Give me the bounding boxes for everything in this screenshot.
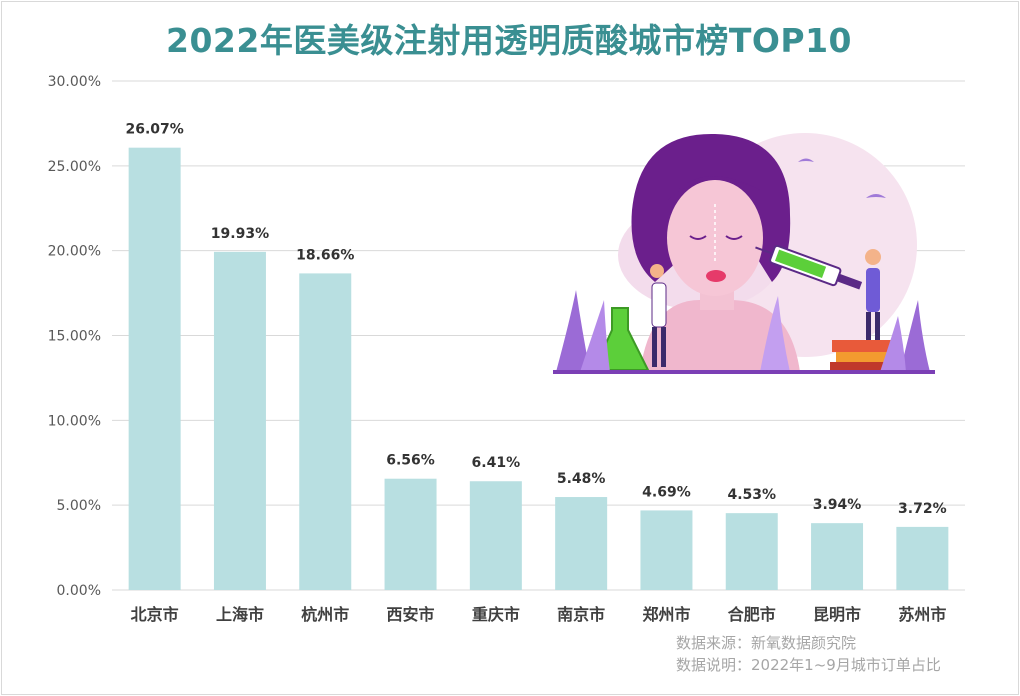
chart-title: 2022年医美级注射用透明质酸城市榜TOP10 [165, 21, 853, 60]
value-label: 19.93% [211, 226, 269, 242]
value-label: 26.07% [125, 122, 183, 138]
category-label: 合肥市 [728, 605, 776, 624]
bar [128, 147, 181, 590]
source-note: 数据来源：新氧数据颜究院 数据说明：2022年1~9月城市订单占比 [676, 632, 941, 676]
source-line: 数据来源：新氧数据颜究院 [676, 634, 857, 652]
bar [725, 513, 778, 590]
value-labels: 26.07% 19.93% 18.66% 6.56% 6.41% 5.48% 4.69% 4.… [125, 122, 946, 517]
category-labels: 北京市 上海市 杭州市 西安市 重庆市 南京市 郑州市 合肥市 昆明市 苏州市 [131, 605, 947, 624]
y-tick-label: 10.00% [48, 413, 101, 429]
value-label: 4.69% [642, 484, 691, 500]
value-label: 5.48% [557, 471, 606, 487]
category-label: 北京市 [131, 605, 179, 624]
y-tick-label: 20.00% [48, 244, 101, 260]
category-label: 上海市 [216, 605, 264, 624]
category-label: 郑州市 [642, 605, 690, 624]
value-label: 6.56% [386, 453, 435, 469]
category-label: 苏州市 [898, 605, 946, 624]
value-label: 3.94% [813, 497, 862, 513]
data-description-line: 数据说明：2022年1~9月城市订单占比 [676, 656, 941, 674]
value-label: 18.66% [296, 247, 354, 263]
y-tick-label: 0.00% [57, 583, 101, 599]
bars [128, 147, 949, 590]
bar [896, 526, 949, 590]
bar [640, 510, 693, 590]
category-label: 西安市 [387, 605, 435, 624]
value-label: 3.72% [898, 501, 947, 517]
woman-face-syringe-illustration [553, 133, 935, 374]
y-tick-label: 25.00% [48, 159, 101, 175]
bar [299, 273, 352, 590]
y-tick-label: 30.00% [48, 74, 101, 90]
y-tick-label: 5.00% [57, 498, 101, 514]
bar [213, 251, 266, 590]
category-label: 杭州市 [301, 605, 349, 624]
bar [469, 481, 522, 590]
y-tick-labels: 0.00% 5.00% 10.00% 15.00% 20.00% 25.00% 30.00% [48, 74, 101, 599]
bar [384, 478, 437, 590]
y-tick-label: 15.00% [48, 329, 101, 345]
category-label: 重庆市 [472, 605, 520, 624]
category-label: 南京市 [557, 605, 605, 624]
value-label: 6.41% [472, 455, 521, 471]
bar [555, 497, 608, 590]
bar [811, 523, 864, 590]
value-label: 4.53% [727, 487, 776, 503]
category-label: 昆明市 [813, 605, 861, 624]
